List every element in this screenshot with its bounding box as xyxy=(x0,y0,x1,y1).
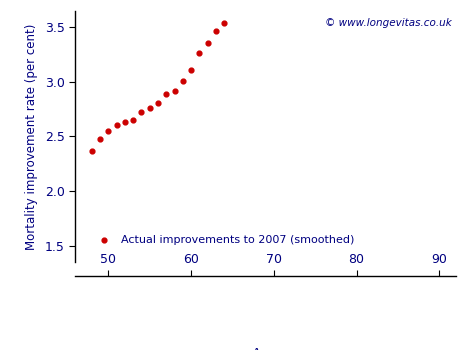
Point xyxy=(171,89,178,94)
Point xyxy=(154,101,162,106)
Point xyxy=(196,50,203,56)
Point xyxy=(204,41,212,46)
Y-axis label: Mortality improvement rate (per cent): Mortality improvement rate (per cent) xyxy=(25,23,38,250)
Point xyxy=(179,78,187,83)
Text: Actual improvements to 2007 (smoothed): Actual improvements to 2007 (smoothed) xyxy=(121,235,354,245)
Point xyxy=(96,136,104,141)
Point xyxy=(212,28,219,34)
Point xyxy=(138,110,145,115)
Point xyxy=(163,91,170,97)
X-axis label: Age: Age xyxy=(252,347,279,350)
Point xyxy=(220,20,228,25)
Point xyxy=(121,119,129,125)
Point xyxy=(146,105,153,111)
Point xyxy=(101,237,108,243)
Point xyxy=(188,67,195,72)
Point xyxy=(129,117,137,123)
Point xyxy=(88,148,95,153)
Point xyxy=(113,122,120,128)
Point xyxy=(104,128,112,134)
Text: © www.longevitas.co.uk: © www.longevitas.co.uk xyxy=(325,18,452,28)
